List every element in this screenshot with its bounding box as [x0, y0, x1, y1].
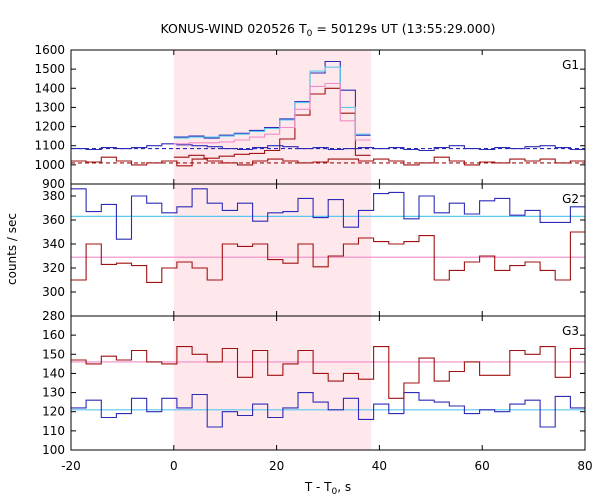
chart-title-main: KONUS-WIND 020526 T [160, 21, 306, 36]
xtick-label: 0 [170, 459, 178, 473]
g1-ytick-label: 1500 [34, 62, 65, 76]
g3-ytick-label: 120 [42, 405, 65, 419]
g2-ytick-label: 320 [42, 261, 65, 275]
g1-series-blue-0 [71, 143, 585, 152]
series-lines [71, 60, 585, 428]
g2-panel-label: G2 [562, 192, 579, 206]
chart-title: KONUS-WIND 020526 T0 = 50129s UT (13:55:… [160, 21, 495, 39]
g2-ytick-label: 340 [42, 237, 65, 251]
x-axis-label-main: T - T [304, 480, 332, 494]
xtick-label: 20 [269, 459, 284, 473]
xtick-label: -20 [61, 459, 81, 473]
x-axis-label: T - T0, s [304, 480, 351, 497]
g3-ytick-label: 150 [42, 347, 65, 361]
g3-ytick-label: 110 [42, 424, 65, 438]
g3-ytick-label: 100 [42, 443, 65, 457]
xtick-label: 40 [372, 459, 387, 473]
chart-title-sub: 0 [307, 29, 313, 39]
chart-title-rest: = 50129s UT (13:55:29.000) [312, 21, 495, 36]
g1-series-blue-2 [173, 60, 371, 139]
g1-series-red-3 [173, 87, 371, 159]
xtick-label: 60 [475, 459, 490, 473]
g3-ytick-label: 160 [42, 328, 65, 342]
g1-series-pink-5 [173, 82, 371, 145]
g1-ytick-label: 1400 [34, 81, 65, 95]
panel-frames [70, 49, 586, 451]
g1-ytick-label: 1600 [34, 43, 65, 57]
g3-ytick-label: 140 [42, 366, 65, 380]
x-axis-label-rest: , s [337, 480, 351, 494]
g1-ytick-label: 900 [42, 177, 65, 191]
g2-series-red-1 [71, 231, 585, 283]
g1-ytick-label: 1000 [34, 158, 65, 172]
g3-frame [70, 315, 586, 451]
tick-labels: 9001000110012001300140015001600280300320… [34, 43, 592, 473]
x-axis-label-sub: 0 [332, 487, 338, 497]
g1-ytick-label: 1300 [34, 100, 65, 114]
shaded-interval [173, 50, 372, 450]
y-axis-label: counts / sec [5, 213, 19, 285]
g2-series-blue-0 [71, 188, 585, 240]
g2-ytick-label: 300 [42, 285, 65, 299]
axis-ticks [70, 49, 586, 451]
g1-ytick-label: 1200 [34, 120, 65, 134]
g1-ytick-label: 1100 [34, 139, 65, 153]
g3-panel-label: G3 [562, 324, 579, 338]
g2-ytick-label: 280 [42, 309, 65, 323]
g1-panel-label: G1 [562, 58, 579, 72]
xtick-label: 80 [577, 459, 592, 473]
g3-series-red-1 [71, 346, 585, 399]
g1-series-red-1 [71, 156, 585, 167]
g3-series-blue-0 [71, 392, 585, 428]
g2-ytick-label: 360 [42, 213, 65, 227]
panel-labels: G1 G2 G3 [562, 58, 579, 338]
g3-ytick-label: 130 [42, 386, 65, 400]
g2-ytick-label: 380 [42, 189, 65, 203]
